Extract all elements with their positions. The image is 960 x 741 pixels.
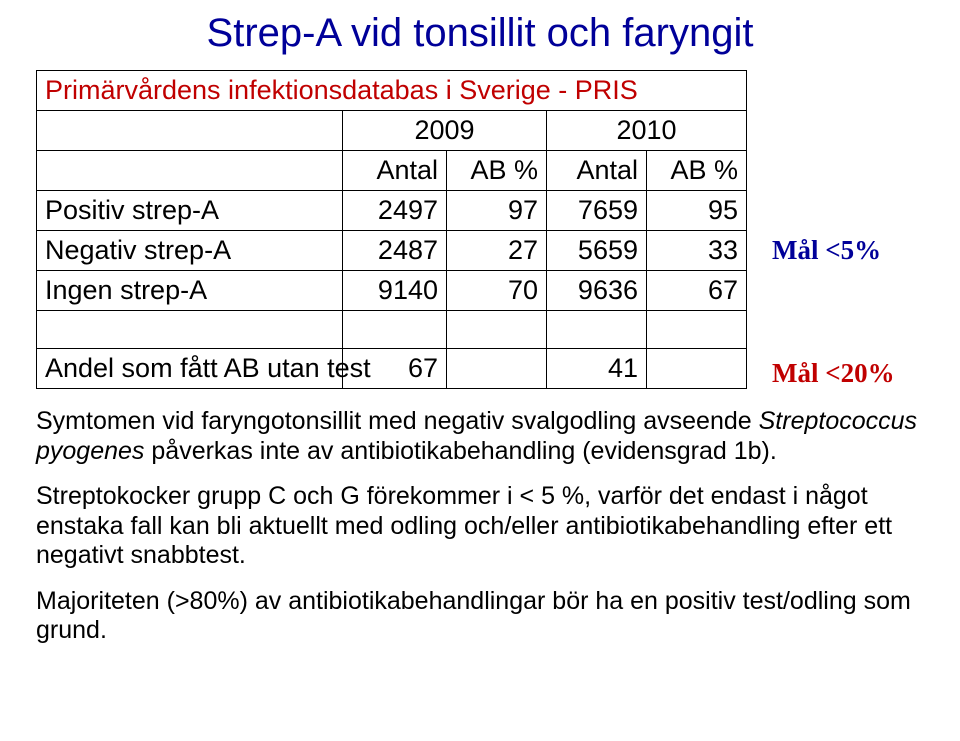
- col-abpct-2010: AB %: [647, 151, 747, 191]
- cell: 67: [647, 271, 747, 311]
- table-row: Negativ strep-A 2487 27 5659 33: [37, 231, 747, 271]
- cell: 70: [447, 271, 547, 311]
- slide-page: Strep-A vid tonsillit och faryngit Primä…: [0, 0, 960, 646]
- page-title: Strep-A vid tonsillit och faryngit: [36, 10, 924, 56]
- row-label: Positiv strep-A: [37, 191, 343, 231]
- blank-cell: [37, 311, 343, 349]
- col-antal-2010: Antal: [547, 151, 647, 191]
- table-header-row-1: Primärvårdens infektionsdatabas i Sverig…: [37, 71, 747, 111]
- cell: 9140: [343, 271, 447, 311]
- table-row: Positiv strep-A 2497 97 7659 95: [37, 191, 747, 231]
- data-table: Primärvårdens infektionsdatabas i Sverig…: [36, 70, 747, 389]
- paragraph-2: Streptokocker grupp C och G förekommer i…: [36, 482, 924, 571]
- cell: 9636: [547, 271, 647, 311]
- cell: 7659: [547, 191, 647, 231]
- col-antal-2009: Antal: [343, 151, 447, 191]
- cell: [447, 349, 547, 389]
- table-header-row-2: 2009 2010: [37, 111, 747, 151]
- blank-cell: [647, 311, 747, 349]
- p1-part-c: påverkas inte av antibiotikabehandling (…: [144, 437, 776, 465]
- row-label: Negativ strep-A: [37, 231, 343, 271]
- blank-cell: [37, 111, 343, 151]
- cell: 2487: [343, 231, 447, 271]
- blank-cell: [447, 311, 547, 349]
- cell: 2497: [343, 191, 447, 231]
- table-footer-row: Andel som fått AB utan test 67 41: [37, 349, 747, 389]
- cell: 27: [447, 231, 547, 271]
- blank-cell: [343, 311, 447, 349]
- col-abpct-2009: AB %: [447, 151, 547, 191]
- row-label: Andel som fått AB utan test: [37, 349, 343, 389]
- table-header-row-3: Antal AB % Antal AB %: [37, 151, 747, 191]
- p1-part-a: Symtomen vid faryngotonsillit med negati…: [36, 407, 759, 435]
- table-row: Ingen strep-A 9140 70 9636 67: [37, 271, 747, 311]
- body-text: Symtomen vid faryngotonsillit med negati…: [36, 407, 924, 646]
- table-title-cell: Primärvårdens infektionsdatabas i Sverig…: [37, 71, 747, 111]
- blank-cell: [547, 311, 647, 349]
- table-container: Primärvårdens infektionsdatabas i Sverig…: [36, 70, 924, 389]
- year-2009: 2009: [343, 111, 547, 151]
- table-spacer-row: [37, 311, 747, 349]
- year-2010: 2010: [547, 111, 747, 151]
- goal-annotation-20pct: Mål <20%: [772, 358, 895, 389]
- blank-cell: [37, 151, 343, 191]
- goal-annotation-5pct: Mål <5%: [772, 235, 881, 266]
- cell: 41: [547, 349, 647, 389]
- cell: [647, 349, 747, 389]
- cell: 97: [447, 191, 547, 231]
- cell: 33: [647, 231, 747, 271]
- row-label: Ingen strep-A: [37, 271, 343, 311]
- paragraph-1: Symtomen vid faryngotonsillit med negati…: [36, 407, 924, 466]
- paragraph-3: Majoriteten (>80%) av antibiotikabehandl…: [36, 587, 924, 646]
- cell: 5659: [547, 231, 647, 271]
- cell: 95: [647, 191, 747, 231]
